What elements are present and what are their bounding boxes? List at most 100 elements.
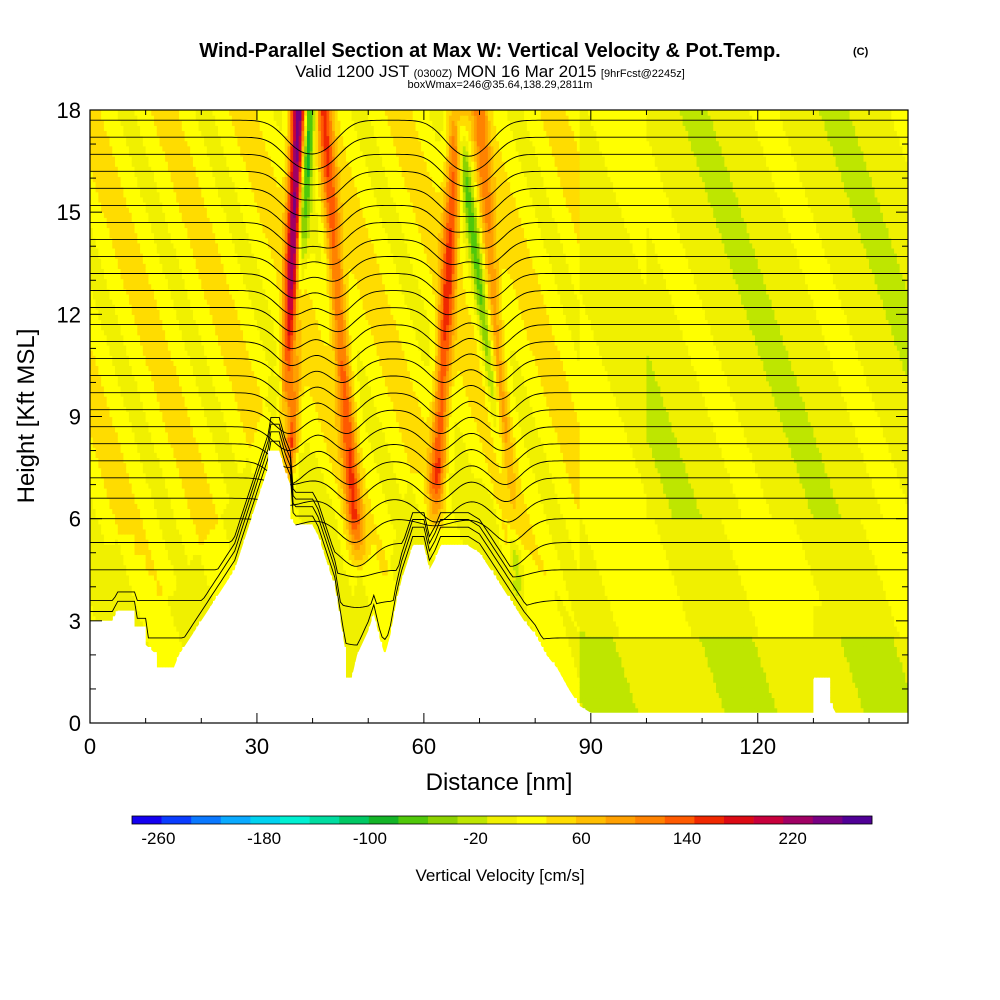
velocity-cell [156, 590, 161, 596]
velocity-cell [151, 344, 155, 351]
velocity-cell [101, 150, 105, 157]
velocity-cell [151, 615, 155, 622]
velocity-cell [117, 600, 122, 607]
velocity-cell [101, 207, 105, 213]
velocity-cell [153, 309, 158, 315]
velocity-cell [123, 130, 127, 137]
velocity-cell [95, 181, 99, 188]
velocity-cell [123, 145, 127, 152]
velocity-cell [159, 380, 163, 387]
velocity-cell [145, 416, 150, 423]
velocity-cell [95, 166, 99, 172]
velocity-cell [98, 212, 102, 218]
velocity-cell [159, 462, 163, 469]
velocity-cell [131, 406, 136, 412]
velocity-cell [137, 559, 141, 566]
velocity-cell [128, 605, 133, 612]
velocity-cell [159, 636, 163, 642]
velocity-cell [120, 462, 124, 469]
velocity-cell [140, 442, 144, 448]
velocity-cell [117, 288, 122, 295]
velocity-cell [109, 155, 113, 162]
velocity-cell [159, 273, 163, 280]
velocity-cell [159, 539, 163, 545]
velocity-cell [103, 605, 108, 612]
velocity-cell [115, 375, 119, 382]
velocity-cell [156, 237, 161, 244]
velocity-cell [159, 523, 163, 530]
velocity-cell [162, 641, 166, 647]
velocity-cell [123, 201, 127, 208]
velocity-cell [162, 523, 166, 530]
velocity-cell [142, 227, 147, 234]
velocity-cell [151, 324, 155, 331]
velocity-cell [103, 344, 108, 351]
velocity-cell [109, 120, 113, 126]
velocity-cell [137, 339, 141, 346]
velocity-cell [156, 457, 161, 464]
velocity-cell [115, 319, 119, 326]
velocity-cell [90, 503, 94, 510]
velocity-cell [103, 334, 108, 341]
velocity-cell [98, 498, 102, 504]
velocity-cell [103, 533, 108, 540]
velocity-cell [106, 350, 111, 356]
velocity-cell [134, 569, 138, 576]
velocity-cell [109, 283, 113, 290]
velocity-cell [98, 370, 102, 377]
velocity-cell [142, 207, 147, 213]
velocity-cell [126, 508, 130, 515]
velocity-cell [134, 191, 138, 198]
velocity-cell [159, 365, 163, 372]
velocity-cell [112, 574, 116, 581]
velocity-cell [90, 253, 94, 259]
velocity-cell [98, 176, 102, 183]
velocity-cell [90, 278, 94, 285]
velocity-cell [165, 442, 169, 448]
velocity-cell [156, 201, 161, 208]
velocity-cell [128, 150, 133, 157]
velocity-cell [128, 130, 133, 137]
velocity-cell [92, 125, 97, 132]
velocity-cell [165, 625, 169, 632]
velocity-cell [156, 467, 161, 474]
velocity-cell [142, 620, 147, 627]
velocity-cell [120, 528, 124, 535]
velocity-cell [128, 401, 133, 407]
velocity-cell [151, 227, 155, 234]
velocity-cell [140, 585, 144, 591]
velocity-cell [145, 482, 150, 489]
velocity-cell [98, 155, 102, 162]
velocity-cell [134, 350, 138, 356]
velocity-cell [115, 278, 119, 285]
velocity-cell [145, 191, 150, 198]
velocity-cell [162, 503, 166, 510]
velocity-cell [126, 145, 130, 152]
velocity-cell [115, 436, 119, 443]
velocity-cell [151, 360, 155, 367]
velocity-cell [90, 518, 94, 525]
velocity-cell [153, 278, 158, 285]
velocity-cell [159, 161, 163, 167]
velocity-cell [92, 324, 97, 331]
velocity-cell [128, 324, 133, 331]
velocity-cell [156, 574, 161, 581]
velocity-cell [115, 293, 119, 300]
velocity-cell [165, 273, 169, 280]
velocity-cell [95, 247, 99, 254]
velocity-cell [156, 196, 161, 203]
velocity-cell [126, 564, 130, 571]
velocity-cell [112, 518, 116, 525]
velocity-cell [142, 217, 147, 223]
velocity-cell [92, 314, 97, 321]
velocity-cell [148, 191, 152, 198]
velocity-cell [92, 472, 97, 479]
velocity-cell [95, 411, 99, 418]
velocity-cell [134, 523, 138, 530]
velocity-cell [153, 350, 158, 356]
velocity-cell [112, 309, 116, 315]
velocity-cell [109, 442, 113, 448]
velocity-cell [131, 319, 136, 326]
velocity-cell [162, 217, 166, 223]
velocity-cell [90, 283, 94, 290]
